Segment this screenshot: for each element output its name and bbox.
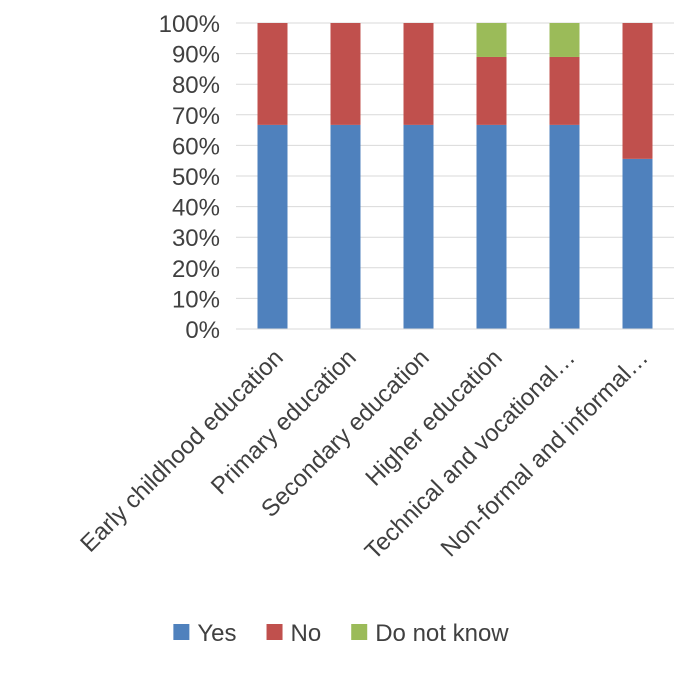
y-tick-label: 40% [172, 195, 220, 222]
legend: Yes No Do not know [173, 620, 509, 647]
y-tick-label: 70% [172, 103, 220, 130]
bars [257, 23, 653, 329]
bar-segment-yes [476, 124, 507, 329]
bar-segment-yes [257, 124, 288, 329]
bar-segment-no [549, 56, 580, 125]
y-tick-label: 100% [159, 11, 220, 38]
legend-label: No [291, 620, 322, 647]
bar-segment-no [403, 23, 434, 125]
bar-segment-no [330, 23, 361, 125]
y-tick-label: 10% [172, 286, 220, 313]
legend-label: Yes [197, 620, 236, 647]
bar-segment-yes [549, 124, 580, 329]
bar-segment-do-not-know [476, 23, 507, 57]
x-tick-label: Higher education [360, 344, 507, 491]
bar-segment-no [476, 56, 507, 125]
legend-swatch-yes [173, 624, 190, 640]
bar-segment-yes [403, 124, 434, 329]
bar-segment-no [257, 23, 288, 125]
legend-swatch-no [266, 624, 283, 640]
y-tick-label: 50% [172, 164, 220, 191]
bar-segment-do-not-know [549, 23, 580, 57]
legend-swatch-do-not-know [351, 624, 368, 640]
bar-segment-yes [622, 158, 653, 329]
y-tick-label: 80% [172, 72, 220, 99]
y-tick-label: 60% [172, 133, 220, 160]
y-tick-label: 20% [172, 256, 220, 283]
legend-label: Do not know [375, 620, 509, 647]
y-tick-label: 0% [185, 317, 220, 344]
gridlines [236, 22, 674, 330]
bar-segment-no [622, 23, 653, 159]
y-tick-label: 90% [172, 42, 220, 69]
y-tick-label: 30% [172, 225, 220, 252]
bar-segment-yes [330, 124, 361, 329]
y-axis: 0% 10% 20% 30% 40% 50% 60% 70% 80% 90% 100% [159, 11, 220, 344]
